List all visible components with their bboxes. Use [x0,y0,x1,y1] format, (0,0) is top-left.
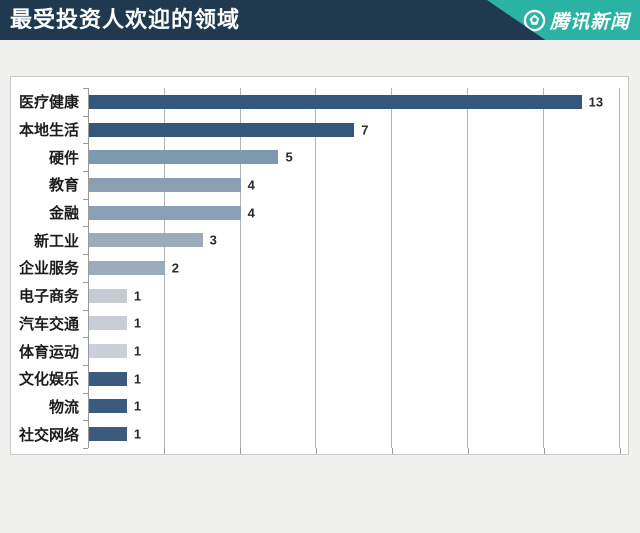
category-label: 金融 [48,205,79,223]
y-axis-tick [83,309,88,311]
category-label: 电子商务 [18,288,79,306]
bar-zone: 1 [88,420,628,448]
x-axis-tick [467,448,469,454]
y-axis-tick [83,364,88,366]
bar [89,233,203,248]
bar [89,122,355,137]
category-label: 新工业 [33,232,79,250]
bar-zone: 1 [88,365,628,393]
bar-zone: 3 [88,226,628,254]
category-label: 文化娱乐 [18,371,79,389]
plot-area: 医疗健康 13 本地生活 7 硬件 5 教育 4 金融 4 新工业 3 企业服务 2 电子商务 1 汽车交通 1 体… [11,88,628,454]
bar [89,427,127,442]
bar-value-label: 1 [133,371,142,387]
category-label: 企业服务 [18,260,79,278]
chart-row: 本地生活 7 [11,116,628,144]
bar-value-label: 1 [133,426,142,442]
bar-value-label: 5 [285,149,293,165]
category-label: 本地生活 [18,122,79,140]
bar-zone: 1 [88,282,628,310]
chart-row: 新工业 3 [11,226,628,254]
y-axis-tick [83,448,88,449]
bar-value-label: 4 [247,177,255,193]
y-axis-tick [83,143,88,145]
x-axis-tick [543,448,545,454]
bar-zone: 4 [88,199,628,227]
page-title: 最受投资人欢迎的领域 [10,7,241,32]
bar [89,260,165,275]
chart-row: 教育 4 [11,171,628,199]
chart-rows: 医疗健康 13 本地生活 7 硬件 5 教育 4 金融 4 新工业 3 企业服务 2 电子商务 1 汽车交通 1 体… [11,88,628,448]
bar-zone: 2 [88,254,628,282]
bar [89,316,127,331]
bar-value-label: 1 [133,343,142,359]
y-axis-tick [83,171,88,173]
x-axis-tick [315,448,317,454]
bar-value-label: 7 [361,122,369,138]
chart-row: 金融 4 [11,199,628,227]
bar-value-label: 1 [133,398,142,414]
x-axis-tick [163,448,165,454]
category-label: 教育 [48,177,79,195]
chart-row: 文化娱乐 1 [11,365,628,393]
bar [89,344,127,359]
y-axis-tick [83,281,88,283]
chart-row: 社交网络 1 [11,420,628,448]
chart-row: 硬件 5 [11,143,628,171]
bar-value-label: 13 [588,94,604,110]
y-axis-tick [83,337,88,339]
bar-zone: 7 [88,116,628,144]
bar [89,150,279,165]
bar-value-label: 2 [171,260,180,276]
chart-row: 医疗健康 13 [11,88,628,116]
bar-zone: 5 [88,143,628,171]
bar-value-label: 1 [133,288,142,304]
bar [89,288,127,303]
y-axis-tick [83,392,88,394]
bar-zone: 1 [88,393,628,421]
brand-banner: 腾讯新闻 [486,0,640,40]
bar [89,399,127,414]
bar-zone: 1 [88,337,628,365]
bar [89,177,241,192]
y-axis-tick [83,88,88,89]
chart-row: 企业服务 2 [11,254,628,282]
bar-zone: 4 [88,171,628,199]
chart-panel: 医疗健康 13 本地生活 7 硬件 5 教育 4 金融 4 新工业 3 企业服务 2 电子商务 1 汽车交通 1 体… [10,76,629,455]
category-label: 汽车交通 [18,315,79,333]
header: 最受投资人欢迎的领域 腾讯新闻 [0,0,640,40]
chart-row: 体育运动 1 [11,337,628,365]
bar-value-label: 4 [247,205,255,221]
y-axis-tick [83,115,88,117]
category-label: 物流 [48,398,79,416]
category-label: 硬件 [48,149,79,167]
category-label: 医疗健康 [18,94,79,112]
x-axis-tick [391,448,393,454]
bar [89,205,241,220]
y-axis-tick [83,198,88,200]
bar [89,371,127,386]
brand-name: 腾讯新闻 [549,11,630,33]
tencent-news-logo-icon [523,9,546,31]
chart-row: 汽车交通 1 [11,310,628,338]
chart-row: 电子商务 1 [11,282,628,310]
x-axis-tick [619,448,621,454]
bar-value-label: 1 [133,315,142,331]
chart-row: 物流 1 [11,393,628,421]
y-axis-line [88,88,89,448]
category-label: 体育运动 [18,343,79,361]
y-axis-tick [83,254,88,256]
bar [89,94,582,109]
bar-zone: 1 [88,310,628,338]
y-axis-tick [83,420,88,422]
bar-zone: 13 [88,88,628,116]
x-axis-tick [239,448,241,454]
bar-value-label: 3 [209,232,217,248]
category-label: 社交网络 [18,426,79,444]
y-axis-tick [83,226,88,228]
